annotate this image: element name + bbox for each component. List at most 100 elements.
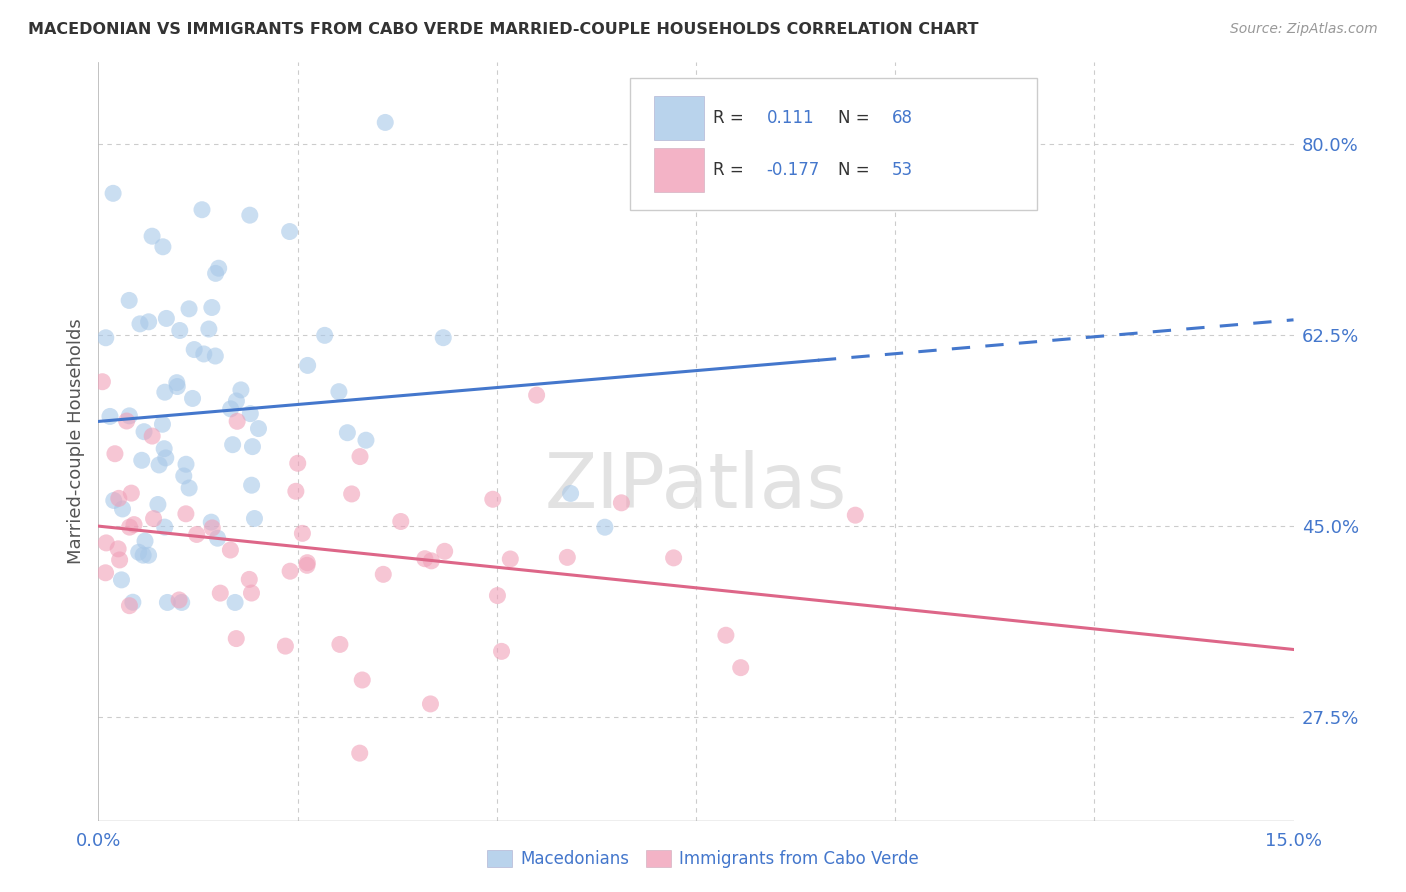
Point — [181, 392, 204, 406]
Point — [278, 225, 301, 239]
Point — [555, 550, 578, 565]
Point — [239, 407, 262, 421]
Point — [278, 564, 301, 578]
Point — [284, 484, 307, 499]
Point — [373, 567, 395, 582]
Point — [486, 589, 509, 603]
Text: MACEDONIAN VS IMMIGRANTS FROM CABO VERDE MARRIED-COUPLE HOUSEHOLDS CORRELATION C: MACEDONIAN VS IMMIGRANTS FROM CABO VERDE… — [28, 22, 979, 37]
Point — [177, 301, 200, 316]
Point — [499, 552, 522, 566]
Point — [94, 566, 117, 580]
Point — [198, 322, 221, 336]
Point — [103, 493, 125, 508]
Point — [107, 541, 129, 556]
Text: R =: R = — [713, 109, 749, 127]
Point — [104, 447, 127, 461]
FancyBboxPatch shape — [654, 148, 704, 192]
Legend: Macedonians, Immigrants from Cabo Verde: Macedonians, Immigrants from Cabo Verde — [481, 843, 925, 875]
Point — [155, 311, 177, 326]
Point — [491, 644, 513, 658]
Point — [243, 511, 266, 525]
Text: 68: 68 — [891, 109, 912, 127]
Point — [204, 266, 226, 280]
Point — [219, 401, 242, 416]
Point — [132, 425, 155, 439]
Point — [118, 599, 141, 613]
Point — [174, 507, 197, 521]
Point — [118, 293, 141, 308]
Point — [374, 115, 396, 129]
Point — [297, 556, 319, 570]
Point — [274, 639, 297, 653]
Point — [152, 240, 174, 254]
Point — [200, 515, 222, 529]
Point — [201, 301, 224, 315]
Point — [336, 425, 359, 440]
Point — [183, 343, 205, 357]
Point — [419, 697, 441, 711]
Point — [132, 548, 155, 562]
FancyBboxPatch shape — [654, 96, 704, 140]
Point — [208, 261, 231, 276]
Point — [349, 746, 371, 760]
Point — [129, 317, 152, 331]
Point — [167, 593, 190, 607]
Point — [131, 453, 153, 467]
Point — [204, 349, 226, 363]
Point — [146, 498, 169, 512]
Text: Source: ZipAtlas.com: Source: ZipAtlas.com — [1230, 22, 1378, 37]
Text: 0.111: 0.111 — [766, 109, 814, 127]
Point — [714, 628, 737, 642]
Point — [593, 520, 616, 534]
Point — [209, 586, 232, 600]
Point — [153, 385, 176, 400]
Point — [662, 550, 685, 565]
Point — [120, 486, 142, 500]
Point — [193, 347, 215, 361]
Point — [91, 375, 114, 389]
Point — [314, 328, 336, 343]
Point — [94, 331, 117, 345]
Point — [141, 429, 163, 443]
Point — [166, 379, 188, 393]
Point — [481, 492, 503, 507]
FancyBboxPatch shape — [630, 78, 1036, 211]
Text: R =: R = — [713, 161, 749, 178]
Point — [295, 558, 318, 573]
Point — [328, 384, 350, 399]
Point — [297, 359, 319, 373]
Point — [174, 457, 197, 471]
Point — [111, 502, 134, 516]
Point — [108, 491, 131, 506]
Point — [287, 456, 309, 470]
Point — [152, 417, 174, 432]
Point — [138, 548, 160, 562]
Point — [291, 526, 314, 541]
Point — [201, 521, 224, 535]
Point — [128, 545, 150, 559]
Point — [96, 536, 118, 550]
Point — [148, 458, 170, 472]
Point — [225, 632, 247, 646]
Point — [610, 496, 633, 510]
Point — [219, 543, 242, 558]
Point — [420, 554, 443, 568]
Point — [560, 486, 582, 500]
Point — [242, 440, 264, 454]
Point — [239, 208, 262, 222]
Point — [118, 520, 141, 534]
Point — [122, 595, 145, 609]
Point — [141, 229, 163, 244]
Point — [730, 660, 752, 674]
Point — [225, 394, 247, 409]
Point — [349, 450, 371, 464]
Point — [844, 508, 866, 523]
Point — [340, 487, 363, 501]
Point — [240, 478, 263, 492]
Point — [170, 595, 193, 609]
Point — [413, 551, 436, 566]
Point — [352, 673, 374, 687]
Point — [354, 434, 377, 448]
Point — [526, 388, 548, 402]
Point — [101, 186, 124, 201]
